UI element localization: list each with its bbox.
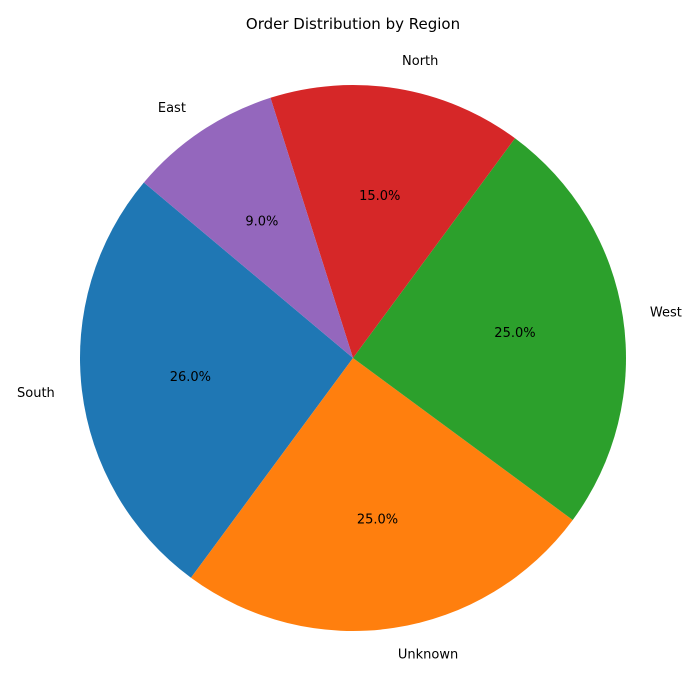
pie-slice-south — [79, 182, 353, 578]
chart-title: Order Distribution by Region — [246, 15, 460, 33]
pie-slice-north — [270, 85, 516, 359]
pct-label-north: 15.0% — [359, 189, 400, 204]
pct-label-east: 9.0% — [245, 214, 278, 229]
pct-label-south: 26.0% — [170, 370, 211, 385]
slice-label-south: South — [17, 386, 55, 401]
pie-slice-west — [353, 138, 626, 521]
pie-slice-unknown — [190, 358, 573, 631]
pie-labels: South 26.0% Unknown 25.0% West 25.0% North 15.0… — [17, 54, 682, 662]
slice-label-unknown: Unknown — [398, 647, 458, 662]
pct-label-west: 25.0% — [494, 326, 535, 341]
pct-label-unknown: 25.0% — [357, 512, 398, 527]
pie-slices — [79, 85, 626, 631]
slice-label-east: East — [158, 101, 186, 116]
slice-label-west: West — [650, 306, 682, 321]
slice-label-north: North — [402, 54, 438, 69]
pie-slice-east — [143, 97, 353, 359]
